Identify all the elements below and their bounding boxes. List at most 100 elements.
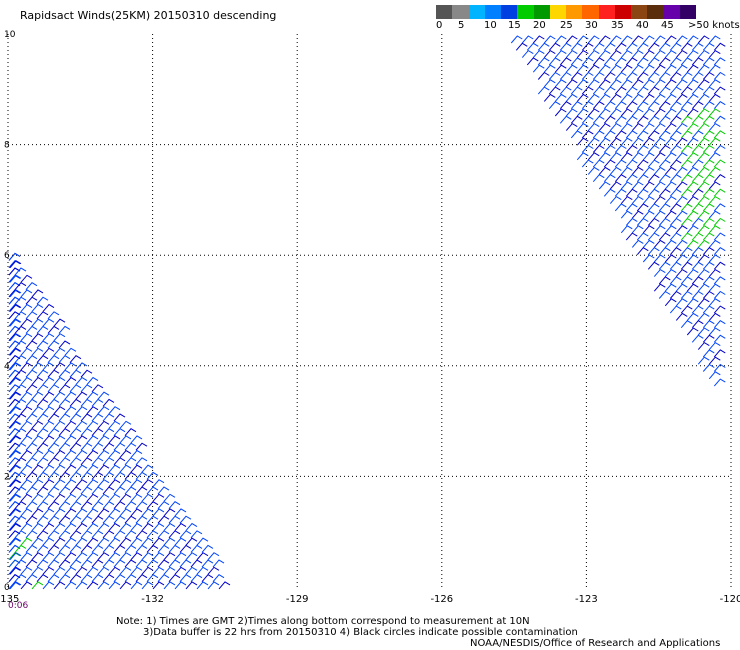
wind-barb <box>697 210 710 219</box>
wind-barb <box>86 479 99 488</box>
wind-barb <box>108 464 121 473</box>
wind-barb <box>31 406 44 415</box>
wind-barb <box>135 442 148 451</box>
wind-barb <box>179 544 192 553</box>
wind-barb <box>20 333 33 342</box>
wind-barb <box>53 464 66 473</box>
wind-barb <box>697 283 710 292</box>
wind-barb <box>8 384 21 393</box>
wind-barb <box>47 471 60 480</box>
color-scale-swatch <box>549 5 566 19</box>
note-line-2: 3)Data buffer is 22 hrs from 20150310 4)… <box>143 627 578 638</box>
wind-barb <box>8 449 21 458</box>
x-axis-ticks: -135 -132 -129 -126 -123 -120 <box>0 594 740 605</box>
wind-barb <box>14 311 27 320</box>
wind-barb <box>119 508 132 517</box>
wind-barb <box>691 71 704 80</box>
wind-barb <box>631 108 644 117</box>
wind-barb <box>14 515 27 524</box>
wind-barb <box>708 64 721 73</box>
wind-barb <box>631 195 644 204</box>
wind-barb <box>620 122 633 131</box>
wind-barb <box>664 254 677 263</box>
wind-barb <box>653 166 666 175</box>
wind-barb <box>576 79 589 88</box>
wind-barb <box>135 544 148 553</box>
wind-barb <box>9 581 22 590</box>
wind-barb <box>102 573 115 582</box>
x-tick-label: -129 <box>286 594 309 605</box>
wind-barb <box>697 254 710 263</box>
wind-barb <box>675 239 688 248</box>
wind-barb <box>664 225 677 234</box>
wind-barb <box>631 35 644 44</box>
wind-barb <box>97 581 110 590</box>
wind-barb <box>25 354 38 363</box>
wind-barb <box>598 137 611 146</box>
wind-barb <box>686 225 699 234</box>
wind-barb <box>680 247 693 256</box>
wind-barb <box>669 144 682 153</box>
wind-barb <box>631 152 644 161</box>
wind-barb <box>713 188 726 197</box>
wind-barb <box>702 334 715 343</box>
wind-barb <box>53 581 66 590</box>
wind-barb <box>69 471 82 480</box>
wind-barb <box>168 500 181 509</box>
wind-barb <box>36 384 49 393</box>
wind-barb <box>196 566 209 575</box>
wind-barb <box>108 420 121 429</box>
wind-barb <box>708 312 721 321</box>
wind-barb <box>565 108 578 117</box>
wind-barb <box>36 559 49 568</box>
wind-barb <box>625 86 638 95</box>
wind-barb <box>31 347 44 356</box>
wind-barb <box>708 137 721 146</box>
wind-barb <box>702 42 715 51</box>
wind-barb <box>713 305 726 314</box>
wind-barb <box>614 101 627 110</box>
wind-barb <box>102 413 115 422</box>
wind-barb <box>130 479 143 488</box>
wind-barb <box>664 137 677 146</box>
wind-barb <box>146 471 159 480</box>
wind-barb <box>31 391 44 400</box>
wind-barb <box>97 566 110 575</box>
wind-barb <box>86 464 99 473</box>
wind-barb <box>697 312 710 321</box>
wind-barb <box>25 325 38 334</box>
wind-barb <box>581 130 594 139</box>
wind-barb <box>86 566 99 575</box>
wind-barb <box>47 427 60 436</box>
wind-barb <box>97 435 110 444</box>
wind-barb <box>559 42 572 51</box>
wind-barb <box>135 471 148 480</box>
wind-barb <box>713 203 726 212</box>
wind-barb <box>708 268 721 277</box>
wind-barb <box>664 166 677 175</box>
wind-barb <box>53 333 66 342</box>
wind-barb <box>102 500 115 509</box>
color-scale-swatch <box>533 5 550 19</box>
wind-barb <box>614 174 627 183</box>
wind-barb <box>713 57 726 66</box>
wind-barb <box>53 493 66 502</box>
wind-barb <box>8 391 21 400</box>
wind-barb <box>526 57 539 66</box>
wind-barb <box>653 35 666 44</box>
wind-barb <box>124 471 137 480</box>
wind-barb <box>47 530 60 539</box>
wind-barb <box>130 581 143 590</box>
wind-barb <box>614 71 627 80</box>
wind-barb <box>691 115 704 124</box>
wind-barb <box>141 566 154 575</box>
wind-barb <box>625 203 638 212</box>
wind-barb <box>702 159 715 168</box>
color-scale-swatch <box>501 5 518 19</box>
wind-barb <box>146 515 159 524</box>
wind-barb <box>119 537 132 546</box>
wind-barb <box>8 252 21 261</box>
wind-barb <box>658 57 671 66</box>
wind-barb <box>152 522 165 531</box>
wind-barb <box>708 49 721 58</box>
